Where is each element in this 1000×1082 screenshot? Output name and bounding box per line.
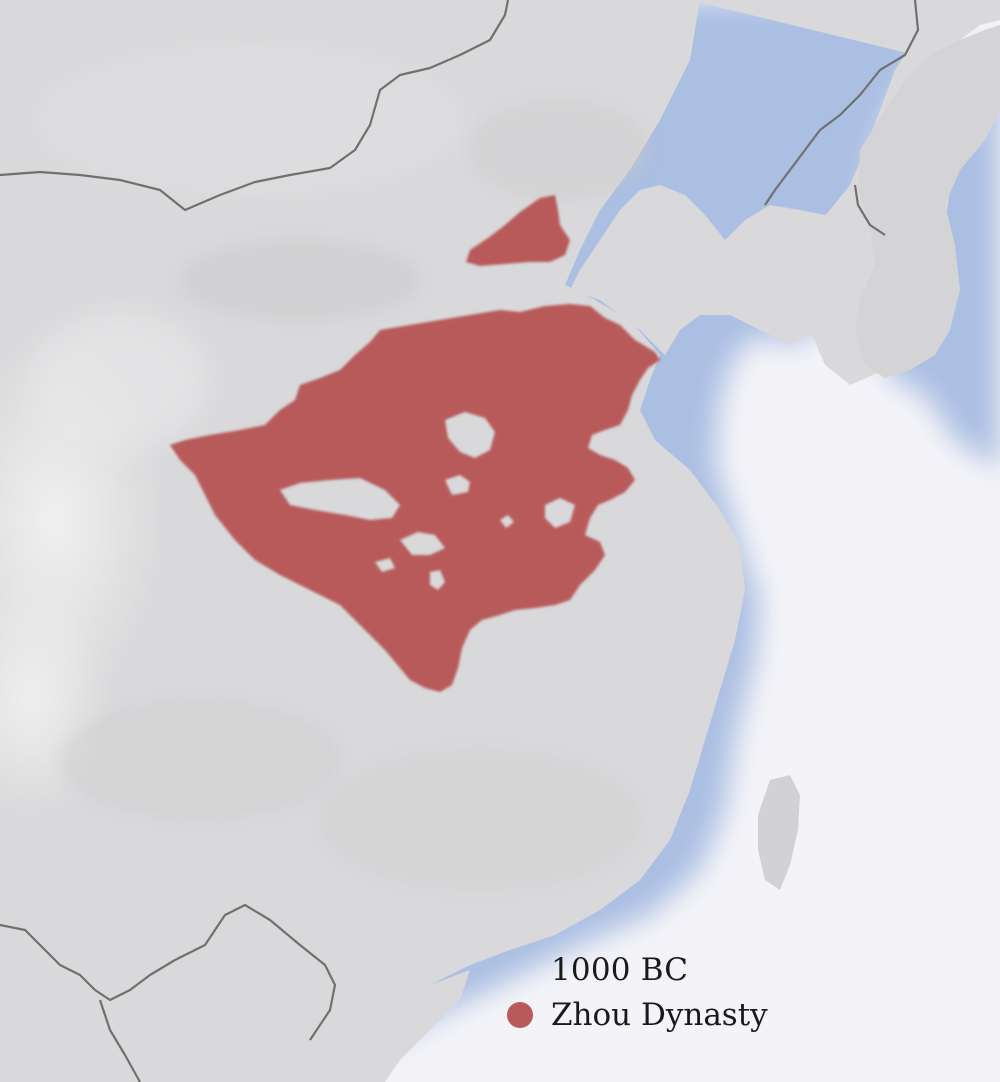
border-south-2 — [98, 999, 141, 1082]
legend-swatch-zhou — [507, 1002, 533, 1028]
legend-year: 1000 BC — [551, 952, 689, 988]
legend-item: Zhou Dynasty — [505, 992, 768, 1038]
land-korea — [855, 25, 1000, 378]
border-mongolia — [0, 0, 510, 212]
territory-zhou — [170, 195, 660, 692]
border-northeast — [764, 0, 920, 206]
territory-zhou-north — [466, 195, 570, 266]
land-peninsula — [570, 0, 920, 355]
border-south — [0, 903, 337, 1041]
land-south-coast — [330, 970, 470, 1082]
legend-label-zhou: Zhou Dynasty — [551, 997, 768, 1033]
map-legend: 1000 BC Zhou Dynasty — [505, 948, 768, 1038]
terrain-shading — [60, 100, 650, 890]
border-korea — [853, 184, 886, 236]
country-borders — [0, 0, 920, 1082]
territory-zhou-main — [170, 304, 660, 692]
land-taiwan — [758, 775, 800, 890]
